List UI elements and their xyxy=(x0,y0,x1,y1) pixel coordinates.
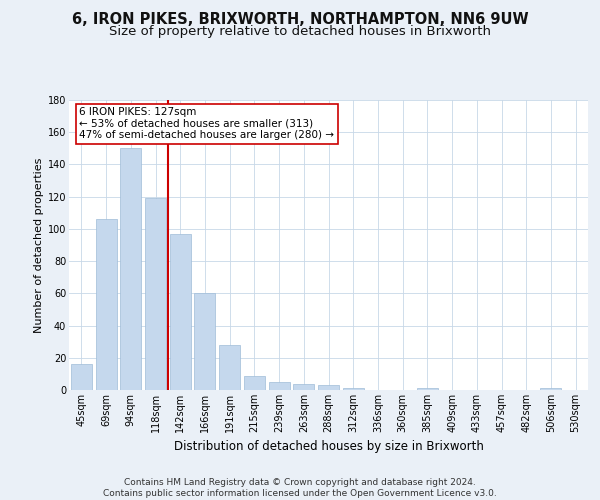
Bar xyxy=(318,385,339,390)
X-axis label: Distribution of detached houses by size in Brixworth: Distribution of detached houses by size … xyxy=(173,440,484,454)
Bar xyxy=(244,376,265,390)
Text: 6, IRON PIKES, BRIXWORTH, NORTHAMPTON, NN6 9UW: 6, IRON PIKES, BRIXWORTH, NORTHAMPTON, N… xyxy=(71,12,529,28)
Bar xyxy=(293,384,314,390)
Bar xyxy=(120,148,141,390)
Text: Contains HM Land Registry data © Crown copyright and database right 2024.
Contai: Contains HM Land Registry data © Crown c… xyxy=(103,478,497,498)
Bar xyxy=(71,364,92,390)
Bar xyxy=(170,234,191,390)
Text: 6 IRON PIKES: 127sqm
← 53% of detached houses are smaller (313)
47% of semi-deta: 6 IRON PIKES: 127sqm ← 53% of detached h… xyxy=(79,108,334,140)
Text: Size of property relative to detached houses in Brixworth: Size of property relative to detached ho… xyxy=(109,25,491,38)
Bar xyxy=(343,388,364,390)
Bar xyxy=(219,345,240,390)
Y-axis label: Number of detached properties: Number of detached properties xyxy=(34,158,44,332)
Bar xyxy=(269,382,290,390)
Bar xyxy=(194,294,215,390)
Bar xyxy=(541,388,562,390)
Bar xyxy=(145,198,166,390)
Bar xyxy=(95,219,116,390)
Bar xyxy=(417,388,438,390)
